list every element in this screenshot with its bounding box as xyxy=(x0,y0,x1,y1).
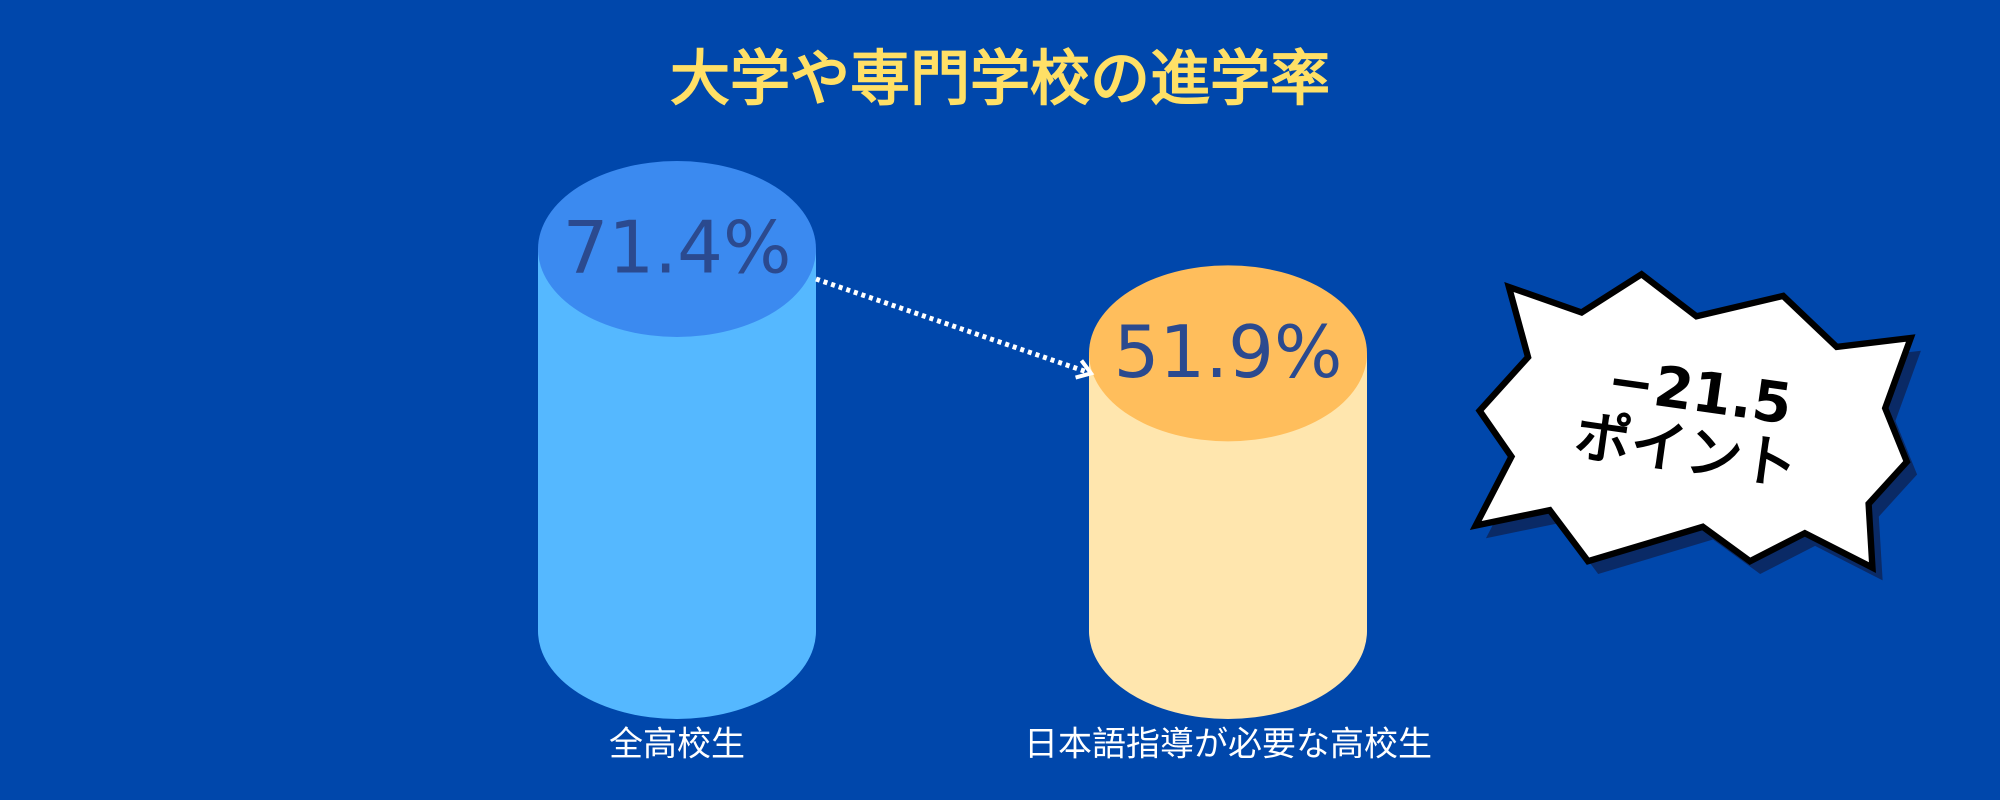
cylinder-body xyxy=(538,249,816,719)
value-label: 51.9% xyxy=(1114,310,1343,394)
x-tick-label: 日本語指導が必要な高校生 xyxy=(1024,725,1432,765)
burst-shape xyxy=(1469,270,1916,573)
chart-title: 大学や専門学校の進学率 xyxy=(670,45,1330,115)
arrow-line xyxy=(815,276,1092,376)
burst xyxy=(1469,270,1921,581)
arrow-head xyxy=(1075,359,1095,380)
cylinder-body xyxy=(1089,353,1367,719)
cylinder-top xyxy=(1089,265,1367,442)
value-label: 71.4% xyxy=(563,206,792,290)
x-tick-label: 全高校生 xyxy=(609,725,745,765)
cylinder-top xyxy=(538,161,816,337)
